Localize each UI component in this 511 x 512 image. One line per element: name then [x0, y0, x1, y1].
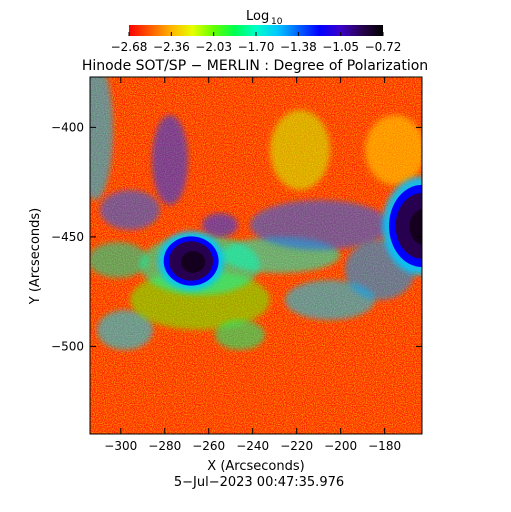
- colorbar-tick-label: −2.68: [111, 40, 148, 54]
- colorbar-tick-label: −0.72: [365, 40, 402, 54]
- plage-region: [270, 110, 330, 190]
- colorbar-label: Log: [246, 9, 269, 24]
- sunspot-core: [181, 251, 206, 273]
- plage-region: [250, 200, 390, 250]
- plage-region: [285, 280, 375, 320]
- x-tick-label: −280: [148, 439, 181, 453]
- plage-region: [90, 242, 148, 278]
- plage-region: [152, 115, 188, 205]
- colorbar-tick-label: −2.36: [153, 40, 190, 54]
- x-tick-label: −180: [368, 439, 401, 453]
- plage-region: [215, 320, 265, 350]
- x-tick-label: −300: [104, 439, 137, 453]
- observation-date: 5−Jul−2023 00:47:35.976: [174, 475, 344, 490]
- heatmap-image: [90, 77, 422, 434]
- y-tick-label: −450: [51, 230, 84, 244]
- colorbar-tick-label: −1.70: [238, 40, 275, 54]
- plot-frame: [89, 76, 423, 435]
- chart-title: Hinode SOT/SP − MERLIN : Degree of Polar…: [82, 58, 428, 74]
- x-axis-label: X (Arcseconds): [207, 459, 304, 474]
- y-tick-label: −400: [51, 120, 84, 134]
- heatmap-regions: [90, 77, 422, 350]
- y-axis: −400 −450 −500: [51, 120, 422, 353]
- plage-region: [90, 77, 113, 200]
- plage-region: [365, 115, 422, 185]
- x-tick-label: −260: [192, 439, 225, 453]
- colorbar: [129, 25, 383, 36]
- y-tick-label: −500: [51, 339, 84, 353]
- x-tick-label: −220: [280, 439, 313, 453]
- plage-region: [100, 190, 160, 230]
- colorbar-tick-label: −1.05: [322, 40, 359, 54]
- sunspot-core: [409, 209, 422, 245]
- y-axis-label: Y (Arcseconds): [28, 208, 43, 305]
- plage-region: [97, 310, 153, 350]
- sunspot-umbra: [395, 193, 422, 259]
- x-tick-label: −200: [324, 439, 357, 453]
- colorbar-label-subscript: 10: [271, 17, 283, 27]
- plage-region: [202, 213, 238, 237]
- colorbar-tick-label: −1.38: [280, 40, 317, 54]
- x-tick-label: −240: [236, 439, 269, 453]
- x-axis: −300 −280 −260 −240 −220 −200 −180: [104, 77, 401, 453]
- colorbar-ticks: −2.68 −2.36 −2.03 −1.70 −1.38 −1.05 −0.72: [111, 32, 402, 54]
- colorbar-tick-label: −2.03: [195, 40, 232, 54]
